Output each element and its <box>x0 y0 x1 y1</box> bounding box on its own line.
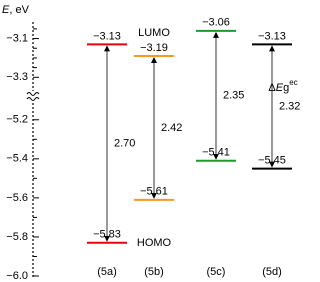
level-label: −3.13 <box>93 30 121 42</box>
category-label: LUMO <box>138 27 170 39</box>
axis-break <box>26 92 40 101</box>
y-label-unit: , eV <box>9 4 29 16</box>
gap-value: 2.42 <box>161 122 182 134</box>
page: {"chart_data": { "type": "energy-level",… <box>2 3 301 282</box>
y-tick-label: −6.0 <box>6 270 28 282</box>
gap-symbol: E <box>276 82 284 94</box>
level-label: −3.13 <box>258 30 286 42</box>
y-tick-label: −5.2 <box>6 114 28 126</box>
y-tick-label: −3.1 <box>6 32 28 44</box>
gap-sub: g <box>283 82 289 94</box>
gap-value: 2.35 <box>223 90 244 102</box>
y-tick-label: −5.6 <box>6 192 28 204</box>
gap-value: 2.32 <box>279 100 300 112</box>
gap-sup: ec <box>289 78 297 87</box>
level-label: −3.19 <box>140 42 168 54</box>
y-tick-label: −5.8 <box>6 231 28 243</box>
gap-annotation: ΔEgec <box>268 78 297 94</box>
gap-value: 2.70 <box>114 137 135 149</box>
series-label: (5d) <box>262 266 282 278</box>
category-label: HOMO <box>137 237 172 249</box>
y-label-symbol: E <box>2 4 10 16</box>
y-axis-label: E, eV <box>2 4 30 16</box>
level-label: −3.06 <box>202 17 230 29</box>
series-label: (5a) <box>97 266 117 278</box>
y-tick-label: −3.3 <box>6 71 28 83</box>
series-label: (5b) <box>144 266 164 278</box>
chart: E, eV ΔEgec −3.1−3.3−5.2−5.4−5.6−5.8−6.0… <box>2 4 300 282</box>
y-tick-label: −5.4 <box>6 153 28 165</box>
series-label: (5c) <box>207 266 226 278</box>
